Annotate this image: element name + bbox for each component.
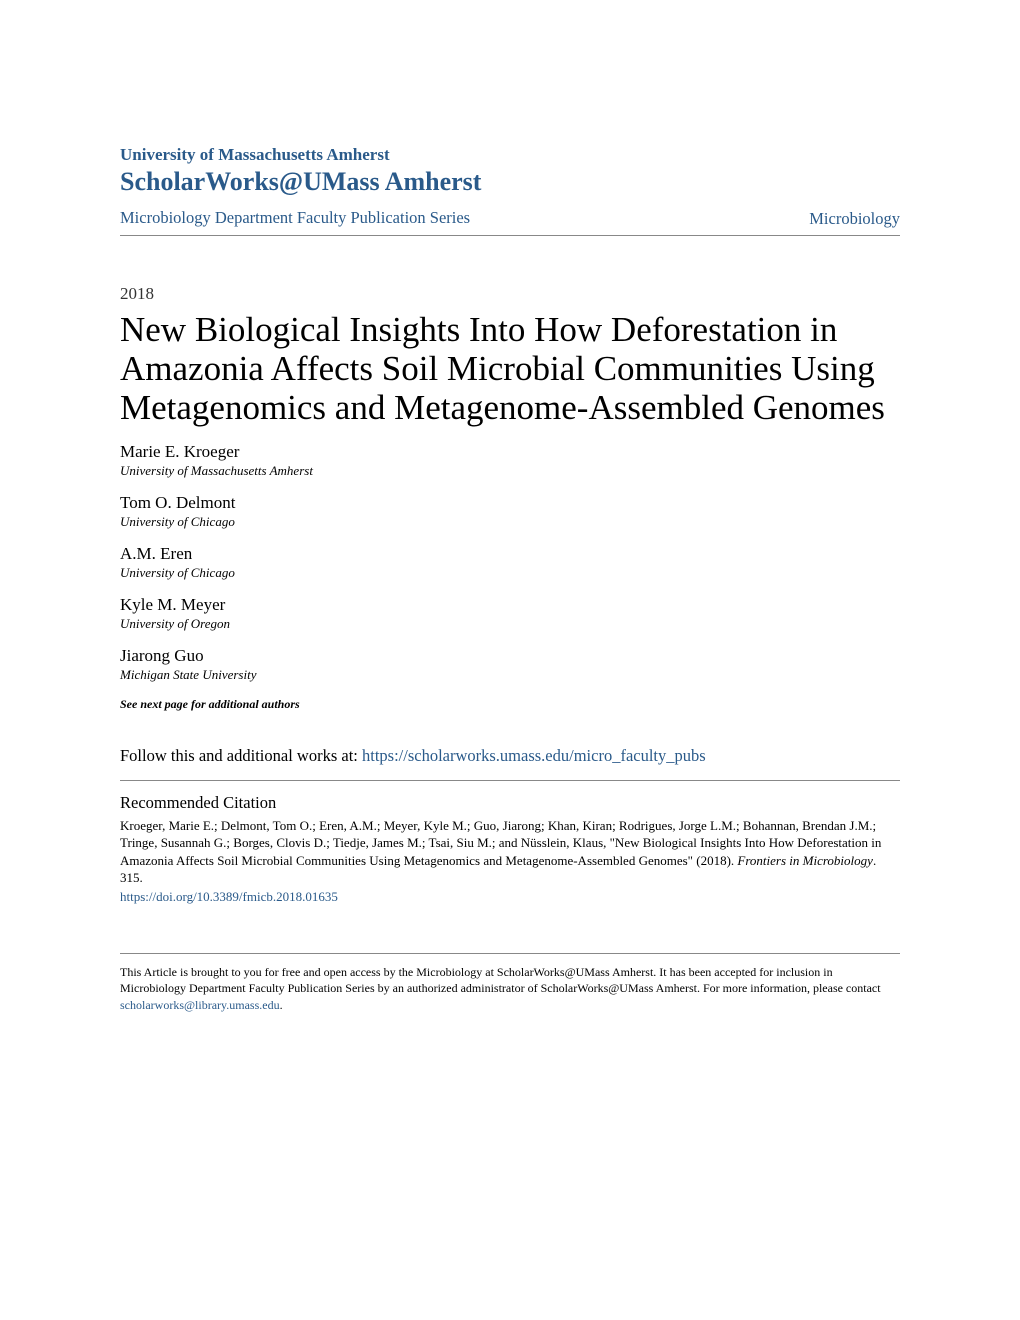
citation-text: Kroeger, Marie E.; Delmont, Tom O.; Eren…: [120, 817, 900, 906]
follow-url-link[interactable]: https://scholarworks.umass.edu/micro_fac…: [362, 746, 706, 765]
university-name: University of Massachusetts Amherst: [120, 145, 900, 165]
follow-prefix: Follow this and additional works at:: [120, 746, 362, 765]
see-next-page: See next page for additional authors: [120, 697, 900, 712]
author-name: Kyle M. Meyer: [120, 595, 900, 615]
scholarworks-title[interactable]: ScholarWorks@UMass Amherst: [120, 167, 900, 197]
footer: This Article is brought to you for free …: [120, 953, 900, 1013]
author-entry: Jiarong Guo Michigan State University: [120, 646, 900, 683]
author-affiliation: University of Chicago: [120, 565, 900, 581]
author-affiliation: Michigan State University: [120, 667, 900, 683]
series-link[interactable]: Microbiology Department Faculty Publicat…: [120, 207, 470, 228]
follow-works: Follow this and additional works at: htt…: [120, 746, 900, 781]
footer-pre: This Article is brought to you for free …: [120, 965, 881, 995]
author-entry: Marie E. Kroeger University of Massachus…: [120, 442, 900, 479]
header: University of Massachusetts Amherst Scho…: [120, 145, 900, 236]
contact-email-link[interactable]: scholarworks@library.umass.edu: [120, 998, 280, 1012]
citation-block: Recommended Citation Kroeger, Marie E.; …: [120, 793, 900, 906]
nav-row: Microbiology Department Faculty Publicat…: [120, 207, 900, 236]
footer-text: This Article is brought to you for free …: [120, 964, 900, 1013]
citation-journal: Frontiers in Microbiology: [737, 853, 873, 868]
citation-heading: Recommended Citation: [120, 793, 900, 813]
doi-link[interactable]: https://doi.org/10.3389/fmicb.2018.01635: [120, 888, 900, 906]
authors-list: Marie E. Kroeger University of Massachus…: [120, 442, 900, 712]
author-name: Jiarong Guo: [120, 646, 900, 666]
footer-post: .: [280, 998, 283, 1012]
author-name: Tom O. Delmont: [120, 493, 900, 513]
author-entry: A.M. Eren University of Chicago: [120, 544, 900, 581]
publication-year: 2018: [120, 284, 900, 304]
author-name: A.M. Eren: [120, 544, 900, 564]
author-entry: Kyle M. Meyer University of Oregon: [120, 595, 900, 632]
author-affiliation: University of Chicago: [120, 514, 900, 530]
author-name: Marie E. Kroeger: [120, 442, 900, 462]
author-affiliation: University of Massachusetts Amherst: [120, 463, 900, 479]
author-affiliation: University of Oregon: [120, 616, 900, 632]
department-link[interactable]: Microbiology: [809, 207, 900, 229]
author-entry: Tom O. Delmont University of Chicago: [120, 493, 900, 530]
paper-title: New Biological Insights Into How Defores…: [120, 310, 900, 428]
